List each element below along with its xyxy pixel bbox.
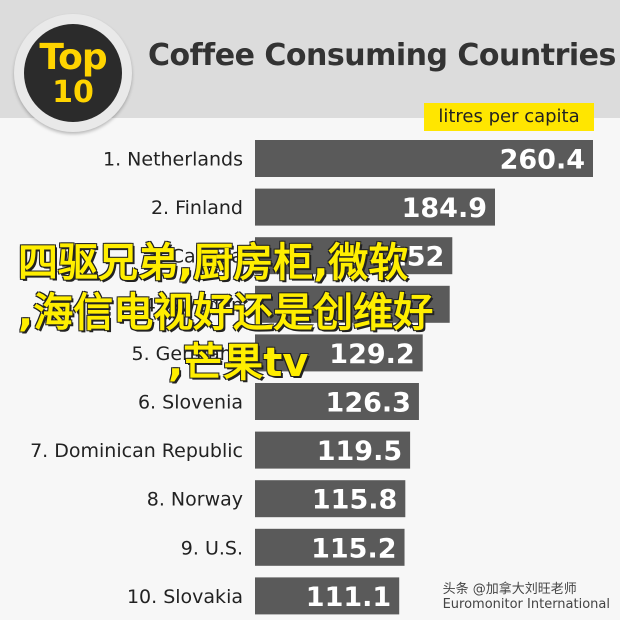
overlay-line-1: 四驱兄弟,厨房柜,微软 xyxy=(18,240,409,286)
watermark-line-2: Euromonitor International xyxy=(442,597,610,612)
category-label: 9. U.S. xyxy=(181,537,243,559)
logo-top-text: Top xyxy=(39,37,107,78)
value-label: 126.3 xyxy=(326,388,411,419)
category-label: 4. Sweden xyxy=(144,294,243,316)
category-label: 10. Slovakia xyxy=(127,586,243,608)
bar xyxy=(255,480,406,518)
overlay-line-2: ,海信电视好还是创维好 xyxy=(18,290,434,336)
value-label: 119.5 xyxy=(317,436,402,467)
value-label: 184.9 xyxy=(402,193,487,224)
unit-label: litres per capita xyxy=(424,103,594,131)
overlay-line-3: ,芒果tv xyxy=(168,340,309,386)
category-label: 3. Canada xyxy=(147,246,243,268)
bar xyxy=(255,431,411,469)
bar xyxy=(255,188,496,226)
bar xyxy=(255,577,400,615)
value-label: 111.1 xyxy=(306,582,391,613)
watermark: 头条 @加拿大刘旺老师 Euromonitor International xyxy=(443,582,610,612)
value-label: 115.2 xyxy=(311,533,396,564)
bar xyxy=(255,140,593,177)
category-label: 1. Netherlands xyxy=(103,149,243,171)
chart-title: Coffee Consuming Countries xyxy=(148,38,616,73)
category-label: 8. Norway xyxy=(147,489,243,511)
watermark-line-1: 头条 @加拿大刘旺老师 xyxy=(442,582,577,597)
category-label: 7. Dominican Republic xyxy=(30,440,243,462)
category-label: 5. Germany xyxy=(132,343,244,365)
value-label: 152 xyxy=(388,242,444,273)
bar xyxy=(255,285,450,323)
logo-badge: Top 10 xyxy=(24,24,122,122)
bar xyxy=(255,237,453,275)
value-label: 115.8 xyxy=(312,485,397,516)
top10-logo: Top 10 xyxy=(14,14,132,132)
value-label: 260.4 xyxy=(500,145,585,176)
category-label: 2. Finland xyxy=(151,197,243,219)
bar xyxy=(255,383,419,420)
bar xyxy=(255,528,405,566)
bar xyxy=(255,334,423,372)
logo-ten-text: 10 xyxy=(52,75,94,110)
overlay-text: 四驱兄弟,厨房柜,微软 ,海信电视好还是创维好 ,芒果tv xyxy=(18,238,578,388)
category-label: 6. Slovenia xyxy=(138,392,243,414)
value-label: 129.2 xyxy=(329,339,414,370)
